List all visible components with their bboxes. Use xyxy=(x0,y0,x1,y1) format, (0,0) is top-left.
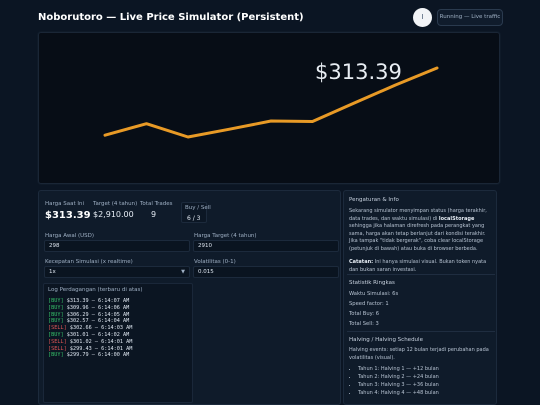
trade-log-title: Log Perdagangan (terbaru di atas) xyxy=(48,287,143,293)
halving-title: Halving / Halving Schedule xyxy=(349,337,423,343)
buy-sell-label: Buy / Sell xyxy=(185,205,211,211)
log-entry-text: $313.39 — 6:14:07 AM xyxy=(63,298,130,304)
sell-tag: [SELL] xyxy=(48,345,67,352)
total-trades-value: 9 xyxy=(151,210,157,219)
target-price-input[interactable]: 2910 xyxy=(193,240,339,252)
halving-item: Tahun 1: Halving 1 — +12 bulan xyxy=(358,365,439,373)
disclaimer-note: Catatan: Ini hanya simulasi visual. Buka… xyxy=(349,259,494,274)
log-entry-text: $302.66 — 6:14:03 AM xyxy=(66,325,133,332)
price-point xyxy=(436,67,438,69)
log-item: [BUY] $302.57 — 6:14:04 AM xyxy=(48,318,132,325)
settings-text-cont: sehingga jika halaman direfresh pada per… xyxy=(349,223,486,252)
speed-factor: Speed factor: 1 xyxy=(349,301,389,307)
halving-description: Halving events: setiap 12 bulan terjadi … xyxy=(349,347,489,361)
target-value: $2,910.00 xyxy=(93,210,134,219)
log-entry-text: $309.96 — 6:14:06 AM xyxy=(63,304,130,311)
summary-title: Statistik Ringkas xyxy=(349,280,395,286)
log-item: [SELL] $302.66 — 6:14:03 AM xyxy=(48,325,132,332)
total-buy: Total Buy: 6 xyxy=(349,311,379,317)
sell-tag: [SELL] xyxy=(48,338,67,345)
log-item: [BUY] $306.29 — 6:14:05 AM xyxy=(48,312,132,319)
page-title: Noborutoro — Live Price Simulator (Persi… xyxy=(38,12,304,23)
current-price-stat: Harga Saat Ini $313.39 xyxy=(45,201,91,221)
log-item: [SELL] $301.02 — 6:14:01 AM xyxy=(48,339,132,346)
speed-select[interactable]: 1x ▼ xyxy=(44,266,190,278)
note-label: Catatan: xyxy=(349,259,374,265)
price-point xyxy=(311,120,314,123)
price-point xyxy=(394,84,397,86)
buy-tag: [BUY] xyxy=(48,304,64,311)
halving-item: Tahun 2: Halving 2 — +24 bulan xyxy=(358,373,439,381)
trade-log-list: [BUY] $313.39 — 6:14:07 AM [BUY] $309.96 … xyxy=(48,298,132,359)
volatility-label: Volatilitas (0-1) xyxy=(194,259,236,265)
log-entry-text: $301.02 — 6:14:01 AM xyxy=(66,338,133,345)
log-item: [SELL] $299.43 — 6:14:01 AM xyxy=(48,346,132,353)
sell-tag: [SELL] xyxy=(48,325,67,332)
divider xyxy=(347,274,495,275)
price-point xyxy=(104,134,106,137)
chevron-down-icon: ▼ xyxy=(181,269,185,275)
buy-tag: [BUY] xyxy=(48,331,64,338)
settings-text: Sekarang simulator menyimpan status (har… xyxy=(349,208,487,222)
price-chart: $313.39 xyxy=(38,32,500,184)
log-item: [BUY] $313.39 — 6:14:07 AM xyxy=(48,298,132,305)
total-trades-stat: Total Trades 9 xyxy=(140,201,173,219)
log-item: [BUY] $299.79 — 6:14:00 AM xyxy=(48,352,132,359)
buy-tag: [BUY] xyxy=(48,318,64,325)
buy-tag: [BUY] xyxy=(48,352,64,359)
volatility-input[interactable]: 0.015 xyxy=(193,266,339,278)
localstorage-term: localStorage xyxy=(438,215,475,222)
price-point xyxy=(270,120,272,122)
price-point xyxy=(228,128,231,130)
current-price-overlay: $313.39 xyxy=(315,60,402,84)
target-stat: Target (4 tahun) $2,910.00 xyxy=(93,201,137,219)
target-label: Target (4 tahun) xyxy=(93,201,138,207)
start-price-input[interactable]: 298 xyxy=(44,240,190,252)
trade-log: Log Perdagangan (terbaru di atas) [BUY] … xyxy=(43,283,193,403)
log-entry-text: $299.79 — 6:14:00 AM xyxy=(63,352,130,359)
note-text: Ini hanya simulasi visual. Bukan token n… xyxy=(349,259,487,273)
info-panel: Pengaturan & Info Sekarang simulator men… xyxy=(343,190,497,405)
divider xyxy=(347,331,495,332)
settings-description: Sekarang simulator menyimpan status (har… xyxy=(349,208,494,254)
speed-select-value: 1x xyxy=(49,269,56,275)
price-point xyxy=(187,136,189,138)
current-price-label: Harga Saat Ini xyxy=(45,201,85,207)
top-bar: Noborutoro — Live Price Simulator (Persi… xyxy=(0,0,540,32)
price-chart-canvas: $313.39 xyxy=(103,60,439,139)
sim-time: Waktu Simulasi: 6s xyxy=(349,291,399,297)
log-entry-text: $306.29 — 6:14:05 AM xyxy=(63,311,130,318)
buy-tag: [BUY] xyxy=(48,311,64,318)
buy-tag: [BUY] xyxy=(48,298,64,304)
halving-item: Tahun 3: Halving 3 — +36 bulan xyxy=(358,381,439,389)
log-entry-text: $301.01 — 6:14:02 AM xyxy=(63,331,130,338)
log-entry-text: $302.57 — 6:14:04 AM xyxy=(63,318,130,325)
buy-sell-value: 6 / 3 xyxy=(187,215,201,222)
total-sell: Total Sell: 3 xyxy=(349,321,379,327)
log-entry-text: $299.43 — 6:14:01 AM xyxy=(66,345,133,352)
log-item: [BUY] $301.01 — 6:14:02 AM xyxy=(48,332,132,339)
speed-label: Kecepatan Simulasi (x realtime) xyxy=(45,259,133,265)
simulator-panel: Harga Saat Ini $313.39 Target (4 tahun) … xyxy=(38,190,341,405)
logo-icon: ı xyxy=(413,8,432,27)
settings-title: Pengaturan & Info xyxy=(349,197,399,203)
halving-item: Tahun 4: Halving 4 — +48 bulan xyxy=(358,389,439,397)
target-price-label: Harga Target (4 tahun) xyxy=(194,233,257,239)
status-badge: Running — Live traffic xyxy=(437,9,503,26)
halving-list: Tahun 1: Halving 1 — +12 bulanTahun 2: H… xyxy=(358,365,439,397)
price-point xyxy=(353,102,355,104)
price-point xyxy=(145,122,148,125)
buy-sell-stat: Buy / Sell 6 / 3 xyxy=(181,202,211,223)
start-price-label: Harga Awal (USD) xyxy=(45,233,95,239)
log-item: [BUY] $309.96 — 6:14:06 AM xyxy=(48,305,132,312)
total-trades-label: Total Trades xyxy=(140,201,173,207)
current-price-value: $313.39 xyxy=(45,210,91,221)
